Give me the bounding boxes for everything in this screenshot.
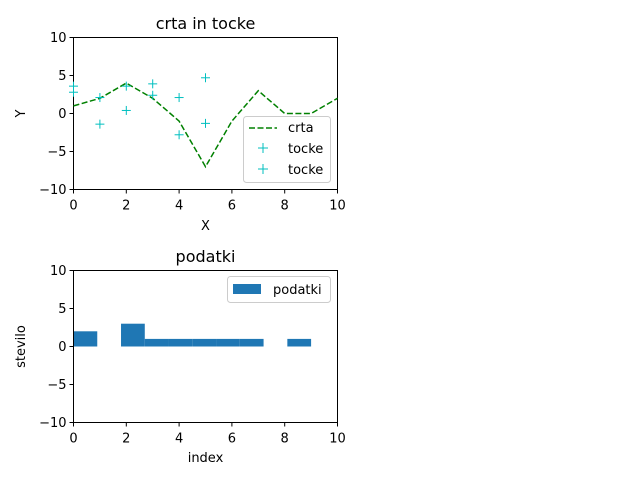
y-tick-label: 0 [58,340,66,355]
plus-point [69,87,78,97]
bar [73,331,98,347]
x-tick-label: 8 [281,432,289,447]
bar [144,338,169,347]
series-line-crta [73,82,338,169]
plus-point [121,105,131,115]
x-axis-ticks: 0 2 4 6 8 10 [69,189,346,214]
plus-point [121,81,131,91]
x-tick-label: 2 [122,432,130,447]
bar [168,338,193,347]
x-tick-label: 0 [69,432,77,447]
legend-box [227,276,331,303]
x-tick-label: 0 [69,199,77,214]
plus-point [148,90,158,100]
x-tick-label: 4 [175,199,183,214]
y-tick-label: −5 [47,145,66,160]
y-axis-ticks: 10 5 0 −5 −10 [39,264,74,431]
x-tick-label: 6 [228,199,236,214]
plus-point [174,130,184,140]
legend: crta tocke tocke [243,116,331,183]
legend-bar-swatch [233,284,261,294]
legend-label: podatki [273,283,322,298]
y-tick-label: 10 [50,31,67,46]
x-axis-ticks: 0 2 4 6 8 10 [69,422,346,447]
y-tick-label: −10 [39,183,66,198]
plus-point [174,93,184,103]
bar [216,338,240,347]
bar [287,338,312,347]
legend: podatki [227,276,331,303]
y-tick-label: 5 [58,69,66,84]
plus-point [201,73,210,83]
legend-label: tocke [288,142,323,157]
y-tick-label: 0 [58,107,66,122]
plus-point [95,119,105,129]
plot-area [69,73,338,169]
y-tick-label: −10 [39,416,66,431]
bar [239,338,264,347]
x-axis-label: index [188,451,224,466]
y-tick-label: −5 [47,378,66,393]
plus-point [201,118,210,128]
plus-point [95,93,105,103]
y-axis-label: Y [14,109,29,118]
legend-label: crta [288,121,314,136]
y-tick-label: 10 [50,264,67,279]
chart-title: crta in tocke [156,14,256,33]
legend-plus-marker [258,143,268,153]
x-tick-label: 8 [281,199,289,214]
legend-plus-marker [258,164,268,174]
y-axis-label: stevilo [14,325,29,368]
plot-area [73,323,312,347]
x-tick-label: 4 [175,432,183,447]
legend-box [243,116,331,183]
plus-point [148,79,158,89]
bar [192,338,217,347]
y-axis-ticks: 10 5 0 −5 −10 [39,31,74,198]
x-axis-label: X [201,219,210,234]
x-tick-label: 6 [228,432,236,447]
x-tick-label: 10 [329,199,346,214]
chart-title: podatki [176,247,236,266]
legend-label: tocke [288,163,323,178]
bar [121,323,145,347]
x-tick-label: 2 [122,199,130,214]
y-tick-label: 5 [58,302,66,317]
x-tick-label: 10 [329,432,346,447]
line-chart-panel: crta in tocke 10 5 0 −5 −10 0 2 4 6 8 10 X Y crta… [14,14,346,234]
